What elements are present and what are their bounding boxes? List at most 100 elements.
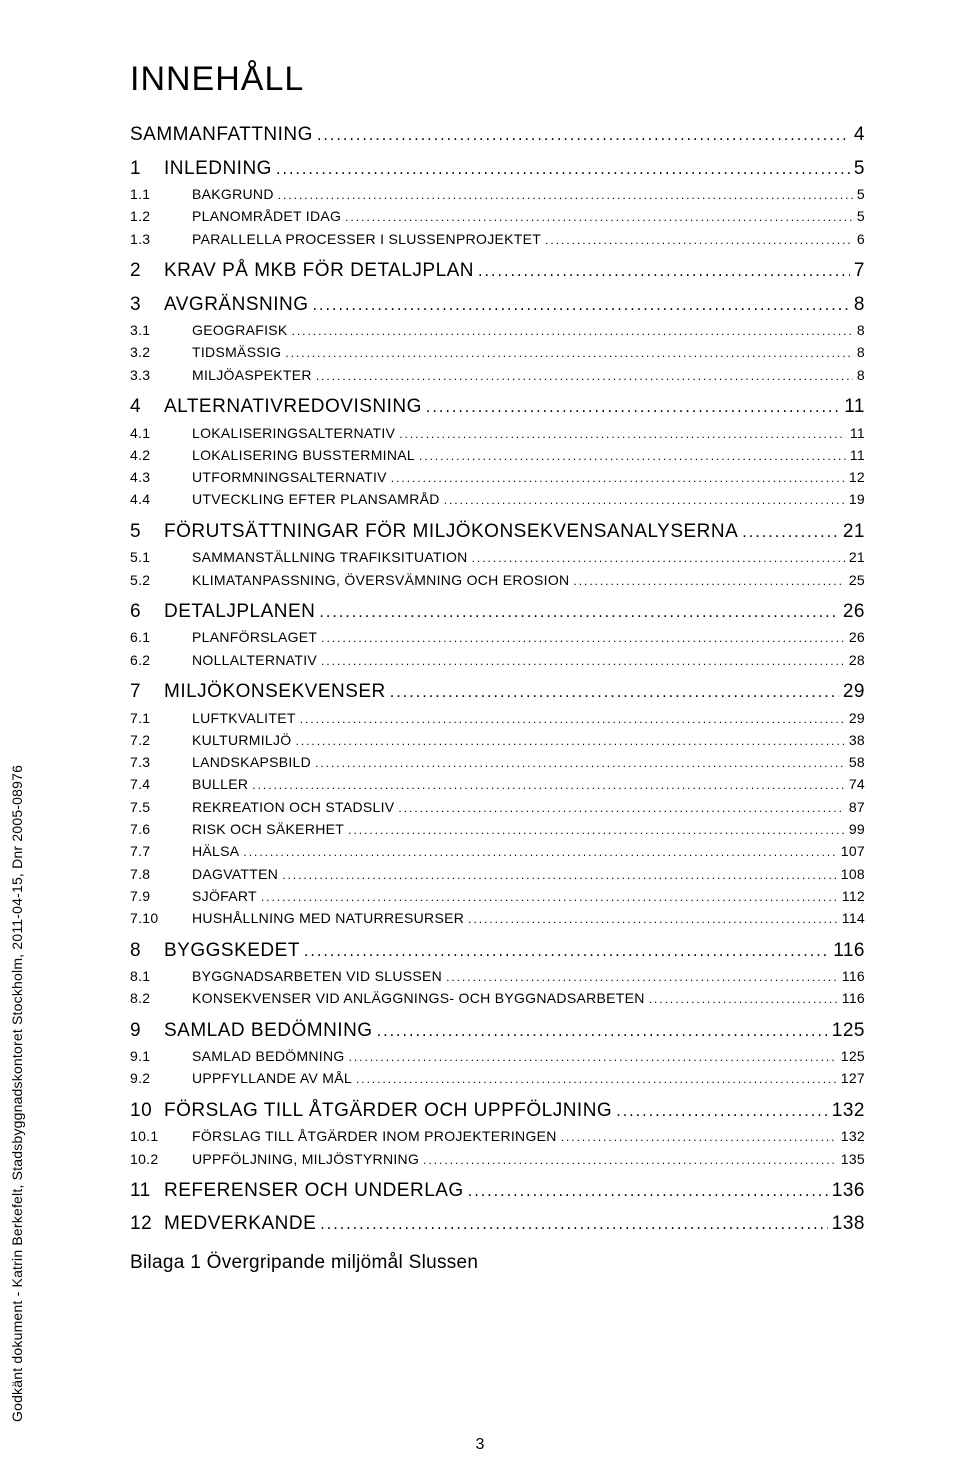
toc-entry-page: 12	[845, 467, 865, 487]
toc-entry-label: BYGGSKEDET	[164, 937, 300, 965]
toc-entry-page: 116	[829, 937, 865, 965]
toc-entry-page: 132	[828, 1097, 865, 1125]
toc-entry-label: SJÖFART	[192, 886, 257, 906]
toc-entry: 7.6RISK OCH SÄKERHET....................…	[130, 819, 865, 839]
toc-entry-page: 26	[845, 627, 865, 647]
toc-entry: 9.2UPPFYLLANDE AV MÅL...................…	[130, 1068, 865, 1088]
toc-entry-page: 29	[839, 678, 865, 706]
toc-entry-label: SAMLAD BEDÖMNING	[192, 1046, 345, 1066]
toc-entry: 4.4UTVECKLING EFTER PLANSAMRÅD..........…	[130, 489, 865, 509]
toc-entry-page: 11	[846, 423, 865, 443]
toc-entry-label: MILJÖKONSEKVENSER	[164, 678, 386, 706]
toc-entry-number: 6.1	[130, 627, 192, 647]
toc-entry-number: 3.1	[130, 320, 192, 340]
toc-entry-label: DAGVATTEN	[192, 864, 278, 884]
toc-entry-page: 135	[837, 1149, 865, 1169]
toc-leader-dots: ........................................…	[415, 448, 846, 465]
toc-entry-label: ALTERNATIVREDOVISNING	[164, 393, 422, 421]
toc-entry-page: 127	[837, 1068, 865, 1088]
toc-entry-page: 107	[837, 841, 865, 861]
toc-entry: 9.1SAMLAD BEDÖMNING.....................…	[130, 1046, 865, 1066]
toc-entry-label: LUFTKVALITET	[192, 708, 296, 728]
toc-entry-label: TIDSMÄSSIG	[192, 342, 281, 362]
toc-entry-label: PLANOMRÅDET IDAG	[192, 206, 341, 226]
toc-leader-dots: ........................................…	[313, 124, 850, 147]
toc-entry-page: 4	[850, 121, 865, 149]
toc-entry-page: 25	[845, 570, 865, 590]
toc-entry-number: 7.5	[130, 797, 192, 817]
toc-entry: SAMMANFATTNING..........................…	[130, 121, 865, 149]
toc-entry: 4.1LOKALISERINGSALTERNATIV..............…	[130, 423, 865, 443]
toc-entry-page: 108	[837, 864, 865, 884]
toc-entry: 10FÖRSLAG TILL ÅTGÄRDER OCH UPPFÖLJNING.…	[130, 1097, 865, 1125]
toc-entry-number: 4	[130, 393, 164, 421]
toc-entry-number: 4.3	[130, 467, 192, 487]
toc-entry: 7.8DAGVATTEN............................…	[130, 864, 865, 884]
toc-entry-number: 3.2	[130, 342, 192, 362]
toc-entry-label: FÖRSLAG TILL ÅTGÄRDER OCH UPPFÖLJNING	[164, 1097, 612, 1125]
toc-entry-page: 29	[845, 708, 865, 728]
toc-entry: 1.2PLANOMRÅDET IDAG.....................…	[130, 206, 865, 226]
toc-leader-dots: ........................................…	[541, 232, 853, 249]
toc-entry-page: 125	[828, 1017, 865, 1045]
toc-entry-number: 3	[130, 291, 164, 319]
toc-entry-label: UTVECKLING EFTER PLANSAMRÅD	[192, 489, 440, 509]
appendix-line: Bilaga 1 Övergripande miljömål Slussen	[130, 1252, 865, 1274]
toc-entry-page: 87	[845, 797, 865, 817]
toc-leader-dots: ........................................…	[394, 800, 844, 817]
toc-entry-page: 112	[838, 886, 865, 906]
toc-entry-page: 5	[850, 155, 865, 183]
toc-entry-label: PLANFÖRSLAGET	[192, 627, 317, 647]
toc-entry-number: 9	[130, 1017, 164, 1045]
toc-leader-dots: ........................................…	[281, 345, 853, 362]
toc-entry-page: 58	[845, 752, 865, 772]
toc-entry-number: 1	[130, 155, 164, 183]
toc-leader-dots: ........................................…	[311, 755, 845, 772]
toc-entry-label: SAMMANSTÄLLNING TRAFIKSITUATION	[192, 547, 468, 567]
toc-leader-dots: ........................................…	[248, 777, 845, 794]
toc-entry-number: 7.6	[130, 819, 192, 839]
toc-entry-label: KLIMATANPASSNING, ÖVERSVÄMNING OCH EROSI…	[192, 570, 569, 590]
toc-entry-label: UPPFYLLANDE AV MÅL	[192, 1068, 352, 1088]
toc-entry-page: 5	[853, 184, 865, 204]
toc-entry: 4.2LOKALISERING BUSSTERMINAL............…	[130, 445, 865, 465]
toc-leader-dots: ........................................…	[464, 911, 838, 928]
toc-entry-label: HÄLSA	[192, 841, 239, 861]
toc-entry: 3AVGRÄNSNING............................…	[130, 291, 865, 319]
toc-entry: 1.3PARALLELLA PROCESSER I SLUSSENPROJEKT…	[130, 229, 865, 249]
toc-entry-label: LANDSKAPSBILD	[192, 752, 311, 772]
toc-leader-dots: ........................................…	[442, 969, 838, 986]
toc-entry-number: 8.2	[130, 988, 192, 1008]
toc-entry: 8BYGGSKEDET.............................…	[130, 937, 865, 965]
toc-entry-page: 6	[853, 229, 865, 249]
toc-leader-dots: ........................................…	[352, 1071, 837, 1088]
toc-entry: 11REFERENSER OCH UNDERLAG...............…	[130, 1177, 865, 1205]
toc-leader-dots: ........................................…	[309, 294, 850, 317]
toc-leader-dots: ........................................…	[569, 573, 844, 590]
toc-entry-label: HUSHÅLLNING MED NATURRESURSER	[192, 908, 464, 928]
toc-leader-dots: ........................................…	[468, 550, 845, 567]
toc-entry-page: 99	[845, 819, 865, 839]
toc-entry-number: 4.1	[130, 423, 192, 443]
toc-leader-dots: ........................................…	[341, 209, 853, 226]
toc-entry-number: 9.2	[130, 1068, 192, 1088]
toc-leader-dots: ........................................…	[557, 1129, 837, 1146]
toc-entry-number: 7.2	[130, 730, 192, 750]
toc-entry-number: 7.10	[130, 908, 192, 928]
toc-entry-number: 7.9	[130, 886, 192, 906]
toc-entry-page: 38	[845, 730, 865, 750]
toc-entry: 7.1LUFTKVALITET.........................…	[130, 708, 865, 728]
toc-entry-page: 116	[838, 988, 865, 1008]
toc-entry-page: 125	[837, 1046, 865, 1066]
toc-entry-label: LOKALISERING BUSSTERMINAL	[192, 445, 415, 465]
toc-entry-label: MILJÖASPEKTER	[192, 365, 312, 385]
toc-entry: 6.2NOLLALTERNATIV.......................…	[130, 650, 865, 670]
toc-entry-label: NOLLALTERNATIV	[192, 650, 317, 670]
toc-entry-label: DETALJPLANEN	[164, 598, 315, 626]
toc-entry: 7.2KULTURMILJÖ..........................…	[130, 730, 865, 750]
toc-entry-label: UTFORMNINGSALTERNATIV	[192, 467, 387, 487]
toc-entry-page: 74	[845, 774, 865, 794]
toc-entry: 7.4BULLER...............................…	[130, 774, 865, 794]
toc-entry-label: KULTURMILJÖ	[192, 730, 292, 750]
toc-entry-number: 6.2	[130, 650, 192, 670]
